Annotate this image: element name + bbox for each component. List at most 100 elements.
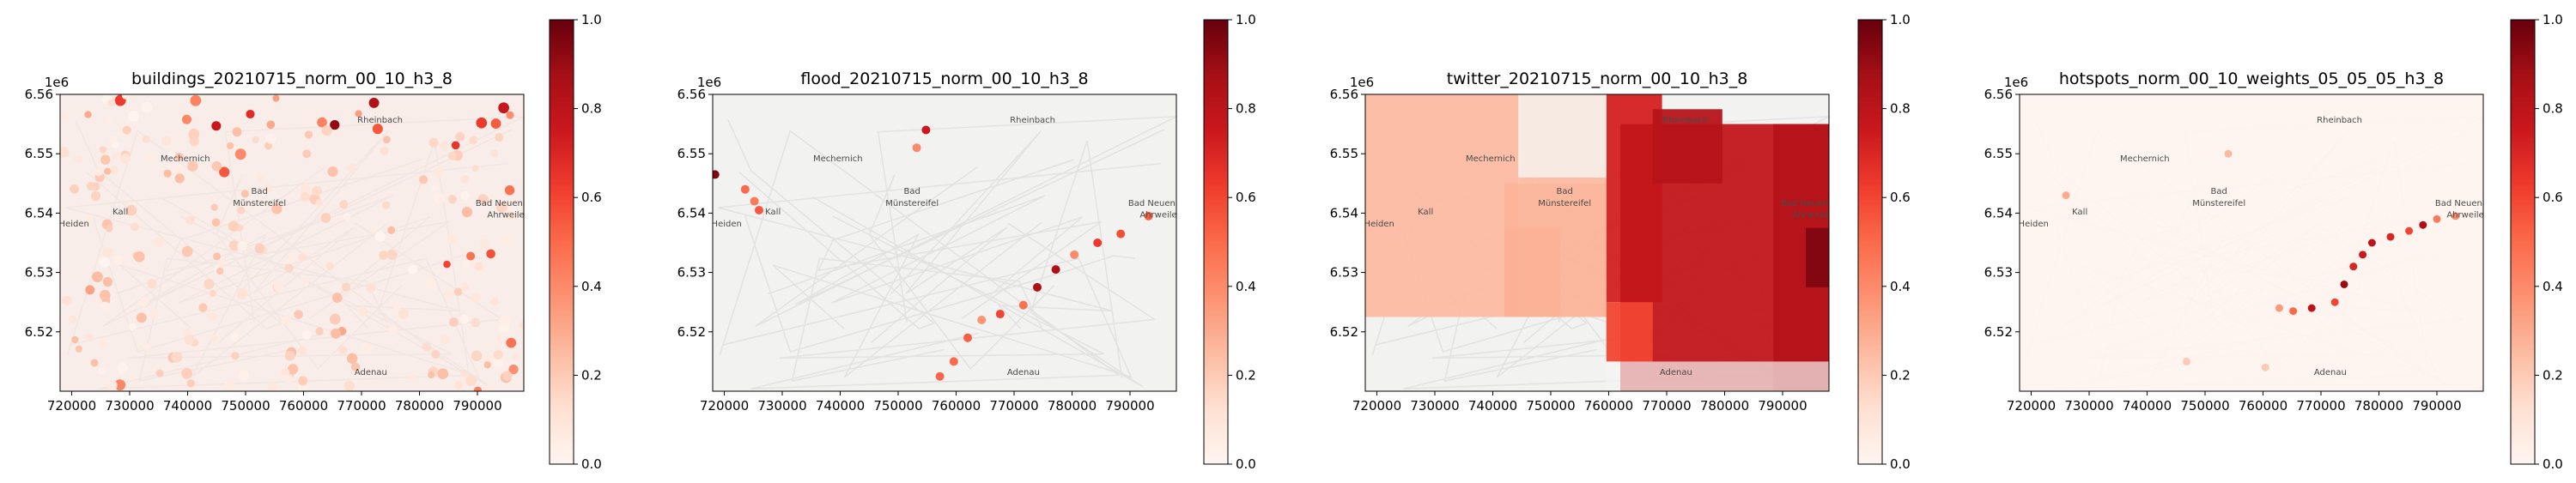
hexagon-cell (190, 94, 202, 106)
hexagon-cell (122, 125, 131, 135)
place-label: Heiden (712, 220, 742, 229)
y-tick-label: 6.56 (677, 87, 706, 102)
hexagon-cell (312, 185, 322, 196)
hexagon-cell (370, 226, 378, 233)
hexagon-cell (2340, 280, 2348, 288)
place-label: Bad (1557, 187, 1573, 196)
hexagon-cell (1093, 238, 1103, 247)
hexagon-cell (75, 345, 82, 353)
place-label: Mechernich (2120, 154, 2170, 164)
hexagon-cell (90, 190, 101, 202)
hexagon-cell (504, 185, 515, 196)
hexagon-cell (368, 97, 380, 108)
hexagon-cell (281, 367, 290, 377)
hexagon-cell (495, 133, 504, 142)
hexagon-cell (224, 381, 235, 391)
hexagon-cell (211, 218, 221, 227)
hexagon-cell (104, 167, 112, 175)
hexagon-cell (432, 167, 444, 178)
hexagon-cell (398, 308, 409, 320)
hexagon-cell (461, 207, 473, 218)
colorbar-tick-label: 0.0 (1236, 456, 1256, 472)
hexagon-cell (171, 351, 183, 363)
place-label: Ahrweiler (2446, 211, 2488, 220)
y-tick-label: 6.52 (25, 324, 53, 340)
hexagon-cell (755, 205, 763, 214)
hexagon-cell (2349, 263, 2358, 271)
basemap-road (870, 130, 1042, 344)
panel-title: twitter_20210715_norm_00_10_h3_8 (1447, 69, 1748, 88)
colorbar-tick-label: 0.4 (1236, 279, 1256, 294)
plot-area: Rheinbach Mechernich Bad Münstereifel Bad Ne… (2019, 94, 2488, 391)
hexagon-cell (361, 342, 373, 354)
hexagon-cell (174, 173, 185, 184)
hexagon-cell (351, 362, 361, 372)
colorbar-tick-label: 0.0 (2543, 456, 2563, 472)
hexagon-cell (86, 181, 95, 191)
colorbar-tick-label: 0.2 (2543, 367, 2563, 383)
hexagon-cell (112, 152, 120, 160)
basemap-road (727, 119, 935, 330)
hexagon-cell (231, 351, 240, 360)
place-label: Adenau (355, 368, 387, 377)
hexagon-cell (186, 379, 195, 388)
x-tick-label: 720000 (47, 398, 96, 414)
hexagon-cell (301, 275, 309, 285)
place-label: Heiden (2019, 220, 2049, 229)
hexagon-cell (61, 295, 72, 306)
hexagon-cell (287, 364, 299, 375)
x-tick-label: 790000 (1105, 398, 1154, 414)
panel-title: buildings_20210715_norm_00_10_h3_8 (131, 69, 453, 88)
panel-title: flood_20210715_norm_00_10_h3_8 (800, 69, 1088, 88)
no-data-area (1518, 94, 1607, 178)
hexagon-cell (125, 204, 137, 216)
hexagon-cell (498, 102, 509, 114)
hexagon-cell (447, 195, 458, 204)
hexagon-cell (388, 324, 398, 334)
colorbar-tick-label: 1.0 (1890, 12, 1911, 27)
colorbar-tick-label: 0.6 (1236, 190, 1256, 205)
y-tick-label: 6.54 (25, 205, 53, 220)
hexagon-cell (128, 323, 137, 331)
basemap (713, 94, 1176, 391)
hexagon-cell (331, 328, 341, 339)
place-label: Ahrweiler (1792, 211, 1833, 220)
basemap-road (722, 257, 1133, 378)
hexagon-cell (372, 124, 383, 135)
hexagon-cell (304, 130, 313, 139)
hexagon-cell (325, 262, 334, 270)
hexagon-cell (272, 94, 280, 102)
hexagon-cell (84, 333, 94, 342)
hexagon-cell (381, 201, 391, 209)
hexagon-cell (2062, 191, 2070, 200)
x-tick-label: 770000 (989, 398, 1038, 414)
hexagon-cell (1033, 282, 1042, 292)
hexagon-cell (227, 142, 234, 150)
y-offset-label: 1e6 (45, 75, 69, 90)
hexagon-cell (274, 281, 284, 293)
hexagon-cell (302, 149, 312, 159)
hexagon-cell (374, 231, 386, 242)
hexagon-cell (136, 312, 147, 323)
hexagon-cell (128, 373, 136, 381)
x-tick-label: 760000 (279, 398, 328, 414)
basemap-road (779, 215, 1157, 359)
x-tick-label: 740000 (816, 398, 865, 414)
hexagon-cell (713, 170, 720, 179)
hexagon-cell (379, 251, 388, 260)
hexagon-cell (393, 302, 401, 310)
hexagon-cell (185, 215, 196, 225)
hexagon-cell (121, 94, 130, 100)
y-tick-label: 6.56 (25, 87, 53, 102)
hexagon-cell (141, 101, 153, 113)
x-tick-label: 760000 (1584, 398, 1633, 414)
hexagon-cell (109, 165, 119, 175)
hexagon-cell (228, 240, 240, 251)
hexagon-cell (140, 297, 149, 307)
hexagon-cell (460, 174, 470, 184)
colorbar-tick-label: 0.2 (581, 367, 602, 383)
hexagon-cell (252, 136, 259, 144)
y-offset-label: 1e6 (1350, 75, 1374, 90)
hexagon-cell (508, 365, 519, 375)
